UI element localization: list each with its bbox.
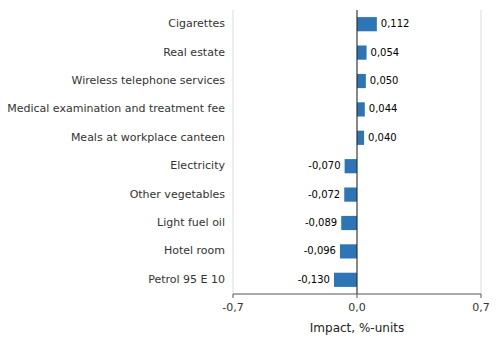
- x-axis: -0,7 0,0 0,7: [222, 294, 489, 314]
- bar: [341, 216, 357, 230]
- data-label: 0,044: [369, 103, 398, 114]
- data-label: 0,040: [368, 132, 397, 143]
- grid-line: [481, 10, 482, 294]
- tick-mark: [357, 294, 358, 298]
- category-label: Medical examination and treatment fee: [7, 102, 225, 115]
- category-label: Light fuel oil: [157, 216, 225, 229]
- category-label: Meals at workplace canteen: [71, 131, 225, 144]
- category-label: Petrol 95 E 10: [148, 273, 225, 286]
- data-label: -0,130: [298, 274, 330, 285]
- category-label: Wireless telephone services: [72, 74, 226, 87]
- grid-line: [357, 10, 358, 294]
- axis-line: [233, 294, 481, 295]
- tick-label: 0,7: [472, 301, 490, 314]
- data-label: 0,054: [371, 47, 400, 58]
- zero-line: [357, 10, 358, 294]
- data-labels: -0,130 -0,096 -0,089 -0,072 -0,070 0,040 0,044…: [298, 18, 410, 285]
- bar: [357, 74, 366, 88]
- tick-label: -0,7: [222, 301, 243, 314]
- data-label: 0,050: [370, 75, 399, 86]
- tick-mark: [233, 294, 234, 298]
- grid: [233, 10, 481, 294]
- grid-line: [233, 10, 234, 294]
- bar: [357, 131, 364, 145]
- category-labels: Petrol 95 E 10 Hotel room Light fuel oil Ot…: [7, 17, 225, 286]
- category-label: Cigarettes: [168, 17, 225, 30]
- bar: [345, 159, 357, 173]
- tick-label: 0,0: [348, 301, 366, 314]
- data-label: -0,072: [308, 189, 340, 200]
- bar: [357, 102, 365, 116]
- bar: [357, 46, 367, 60]
- category-label: Real estate: [163, 46, 225, 59]
- bar: [334, 273, 357, 287]
- bar: [340, 244, 357, 258]
- data-label: 0,112: [381, 18, 410, 29]
- data-label: -0,070: [308, 160, 340, 171]
- category-label: Hotel room: [164, 244, 225, 257]
- x-axis-label: Impact, %-units: [310, 321, 404, 335]
- category-label: Electricity: [170, 159, 225, 172]
- bar: [344, 188, 357, 202]
- bar: [357, 17, 377, 31]
- tick-mark: [481, 294, 482, 298]
- category-label: Other vegetables: [130, 188, 226, 201]
- data-label: -0,089: [305, 217, 337, 228]
- data-label: -0,096: [304, 245, 336, 256]
- chart: Petrol 95 E 10 Hotel room Light fuel oil Ot…: [0, 0, 499, 340]
